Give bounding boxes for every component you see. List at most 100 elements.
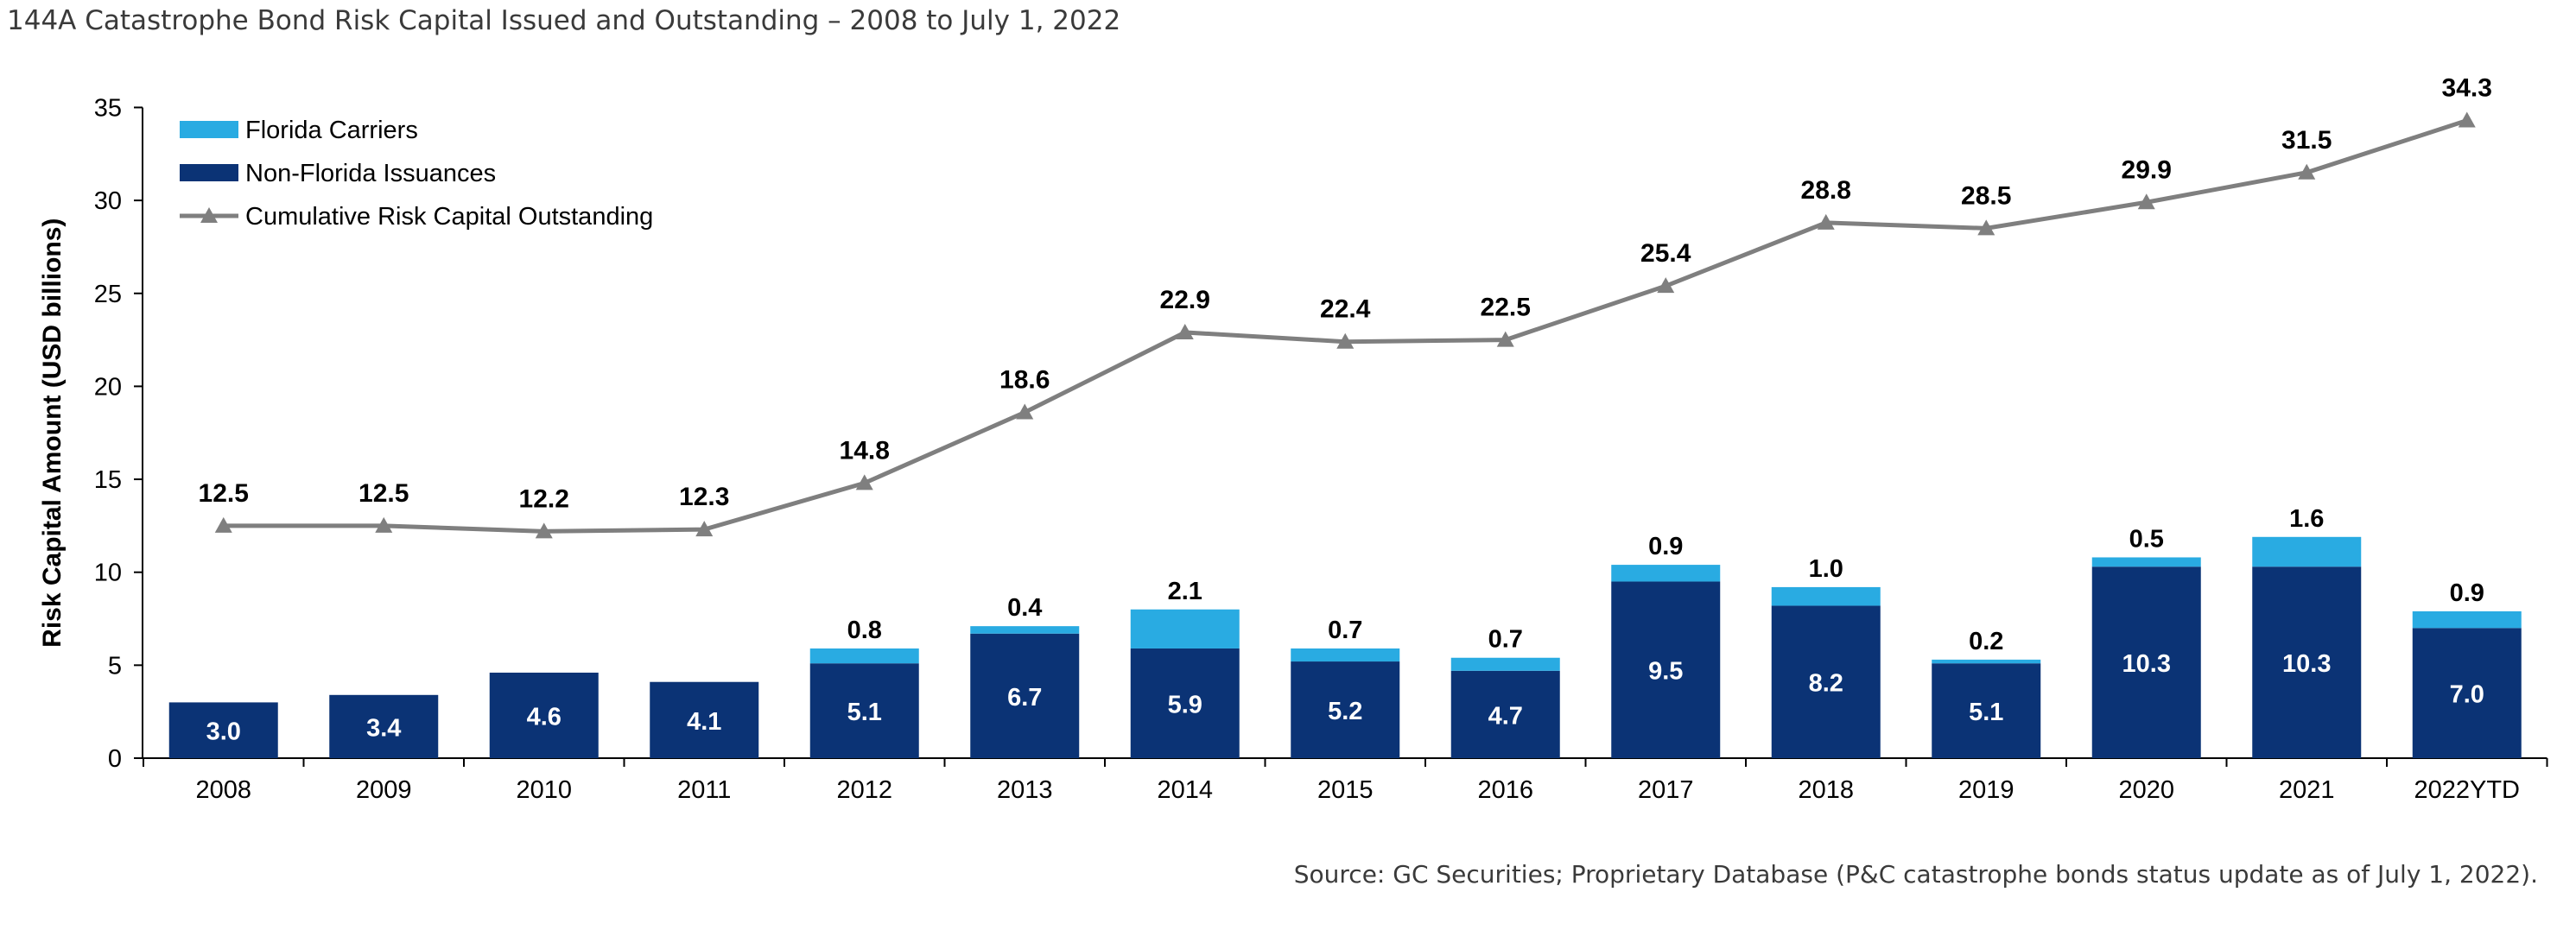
- cumulative-line: [214, 111, 2476, 539]
- x-tick-label: 2018: [1798, 776, 1854, 804]
- y-tick-label: 20: [94, 373, 122, 401]
- label-non-florida: 5.2: [1328, 698, 1362, 725]
- label-cumulative: 18.6: [999, 366, 1050, 395]
- bar-non-florida: [489, 672, 599, 758]
- data-labels: 3.0 3.4 4.6 4.1 5.1 0.8 6.7 0.4 5.9 2.1 5.2 0.7 4.7 0…: [199, 74, 2492, 746]
- cumulative-marker: [1977, 219, 1995, 236]
- label-cumulative: 25.4: [1640, 239, 1691, 268]
- label-florida: 0.7: [1488, 626, 1523, 654]
- label-florida: 0.4: [1007, 594, 1042, 622]
- bar-non-florida: [168, 702, 278, 758]
- label-cumulative: 22.5: [1481, 294, 1531, 322]
- legend-label-cumulative: Cumulative Risk Capital Outstanding: [245, 203, 653, 231]
- bar-florida: [2412, 611, 2522, 629]
- bar-non-florida: [1771, 605, 1881, 758]
- bar-non-florida: [1611, 581, 1721, 758]
- label-florida: 1.6: [2289, 505, 2324, 533]
- label-non-florida: 3.0: [206, 718, 241, 746]
- x-tick-label: 2015: [1317, 776, 1374, 804]
- label-cumulative: 28.8: [1801, 176, 1851, 205]
- label-cumulative: 28.5: [1961, 181, 2011, 210]
- bar-non-florida: [1130, 648, 1240, 758]
- label-florida: 0.8: [847, 617, 882, 644]
- label-non-florida: 3.4: [366, 714, 401, 742]
- label-non-florida: 8.2: [1809, 670, 1843, 698]
- bar-florida: [1291, 648, 1400, 662]
- y-tick-label: 35: [94, 94, 122, 122]
- y-tick-label: 25: [94, 281, 122, 308]
- x-tick-label: 2019: [1958, 776, 2014, 804]
- bar-florida: [1611, 565, 1721, 582]
- legend: Florida Carriers Non-Florida Issuances Cum…: [180, 117, 653, 231]
- label-florida: 0.2: [1969, 628, 2003, 655]
- label-florida: 0.7: [1328, 617, 1362, 644]
- cumulative-marker: [1176, 323, 1194, 339]
- label-florida: 0.9: [1648, 533, 1683, 560]
- x-tick-label: 2009: [356, 776, 412, 804]
- legend-label-florida: Florida Carriers: [245, 117, 418, 144]
- y-axis-title: Risk Capital Amount (USD billions): [38, 218, 67, 648]
- x-tick-label: 2010: [516, 776, 572, 804]
- bar-florida: [2252, 536, 2362, 567]
- y-tick-label: 5: [108, 652, 122, 680]
- bar-non-florida: [970, 633, 1080, 758]
- legend-marker-cumulative: [200, 207, 218, 223]
- label-cumulative: 12.5: [199, 479, 249, 508]
- bar-non-florida: [2091, 566, 2201, 758]
- label-cumulative: 31.5: [2281, 126, 2332, 155]
- label-non-florida: 9.5: [1648, 658, 1683, 686]
- bar-non-florida: [1450, 670, 1560, 758]
- x-tick-label: 2020: [2118, 776, 2174, 804]
- x-tick-label: 2014: [1157, 776, 1213, 804]
- label-non-florida: 10.3: [2122, 650, 2171, 678]
- bar-florida: [970, 626, 1080, 634]
- bar-non-florida: [2252, 566, 2362, 758]
- bar-non-florida: [1932, 663, 2041, 758]
- label-florida: 2.1: [1168, 578, 1202, 605]
- chart-title: 144A Catastrophe Bond Risk Capital Issue…: [7, 5, 1121, 36]
- x-tick-label: 2021: [2279, 776, 2335, 804]
- x-tick-label: 2022YTD: [2414, 776, 2520, 804]
- cumulative-marker: [695, 521, 714, 537]
- y-tick-label: 30: [94, 187, 122, 215]
- label-cumulative: 12.5: [358, 479, 409, 508]
- label-cumulative: 34.3: [2442, 74, 2492, 103]
- bar-florida: [1932, 659, 2041, 664]
- cumulative-marker: [1336, 332, 1355, 349]
- x-tick-label: 2013: [997, 776, 1053, 804]
- label-cumulative: 14.8: [840, 436, 890, 465]
- bar-non-florida: [329, 694, 439, 758]
- cumulative-marker: [2137, 193, 2155, 210]
- label-cumulative: 29.9: [2122, 155, 2172, 184]
- label-florida: 1.0: [1809, 555, 1843, 583]
- legend-swatch-non-florida: [180, 164, 238, 181]
- cumulative-marker: [2298, 163, 2316, 180]
- x-tick-label: 2012: [836, 776, 892, 804]
- label-cumulative: 22.4: [1320, 295, 1371, 324]
- bar-florida: [1450, 657, 1560, 671]
- cumulative-marker: [855, 474, 873, 490]
- label-non-florida: 7.0: [2450, 681, 2484, 709]
- bar-florida: [1771, 586, 1881, 606]
- x-tick-label: 2017: [1638, 776, 1694, 804]
- cumulative-marker: [214, 516, 232, 533]
- label-cumulative: 12.2: [519, 484, 569, 513]
- x-tick-label: 2016: [1477, 776, 1533, 804]
- label-florida: 0.9: [2450, 579, 2484, 607]
- legend-label-non-florida: Non-Florida Issuances: [245, 160, 496, 187]
- label-non-florida: 4.1: [687, 708, 721, 736]
- bar-non-florida: [1291, 661, 1400, 758]
- y-tick-label: 10: [94, 560, 122, 587]
- bar-non-florida: [2412, 628, 2522, 758]
- bar-non-florida: [809, 663, 919, 758]
- label-non-florida: 4.6: [527, 703, 562, 731]
- cumulative-marker: [1657, 277, 1675, 294]
- source-note: Source: GC Securities; Proprietary Datab…: [1293, 860, 2538, 889]
- label-non-florida: 5.1: [847, 699, 882, 726]
- bars: [168, 536, 2522, 758]
- x-tick-label: 2011: [677, 776, 731, 804]
- label-florida: 0.5: [2129, 525, 2164, 553]
- chart: 0 5 10 15 20 25 30 35 2008 2009 2010 2011 2012 2013 20…: [38, 74, 2548, 804]
- label-non-florida: 5.1: [1969, 699, 2003, 726]
- bar-florida: [2091, 557, 2201, 567]
